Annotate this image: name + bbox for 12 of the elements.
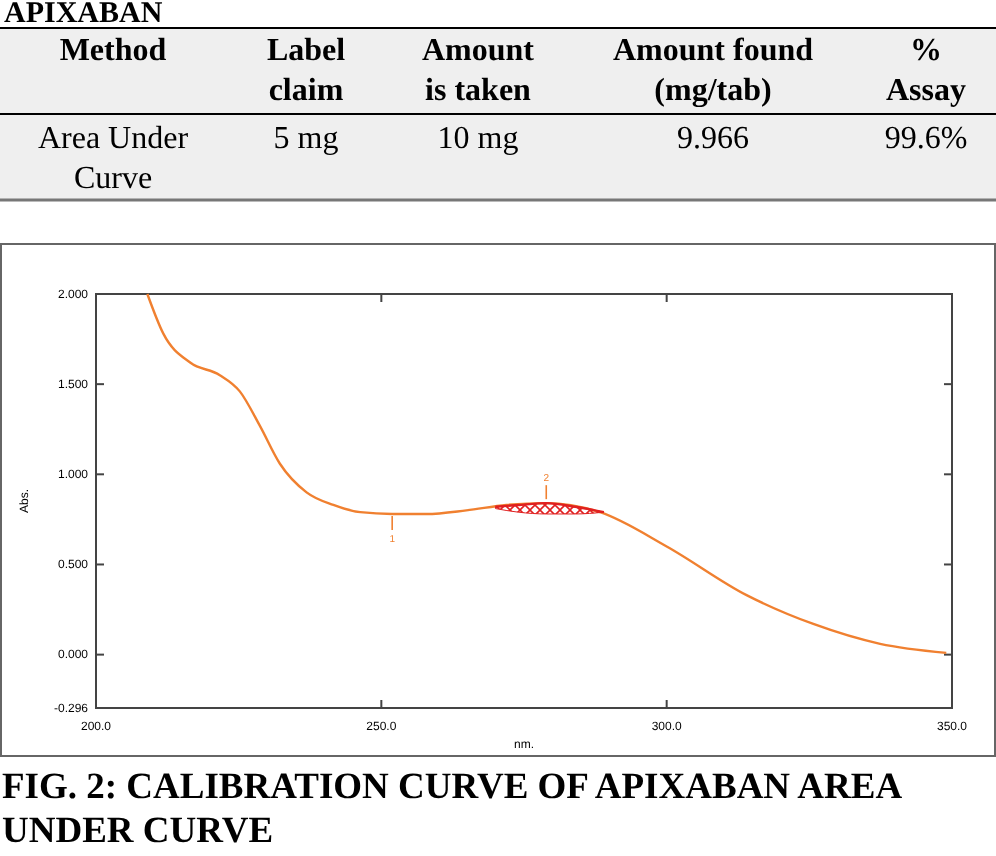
text: 10 mg [437, 122, 519, 156]
category-label: Label claim [266, 34, 347, 108]
category-label: Amount is taken [421, 34, 536, 108]
caption: FIG. 2: CALIBRATION CURVE OF APIXABAN AREA UNDER CURVE [2, 768, 904, 852]
text: Area Under Curve [37, 122, 190, 196]
text: 9.966 [677, 122, 749, 156]
category-label: Method [59, 34, 167, 68]
text: 5 mg [273, 122, 339, 156]
text: APIXABAN [4, 0, 163, 30]
category-label: % Assay [885, 34, 967, 108]
category-label: Amount found (mg/tab) [612, 34, 814, 108]
text: 99.6% [884, 122, 968, 156]
